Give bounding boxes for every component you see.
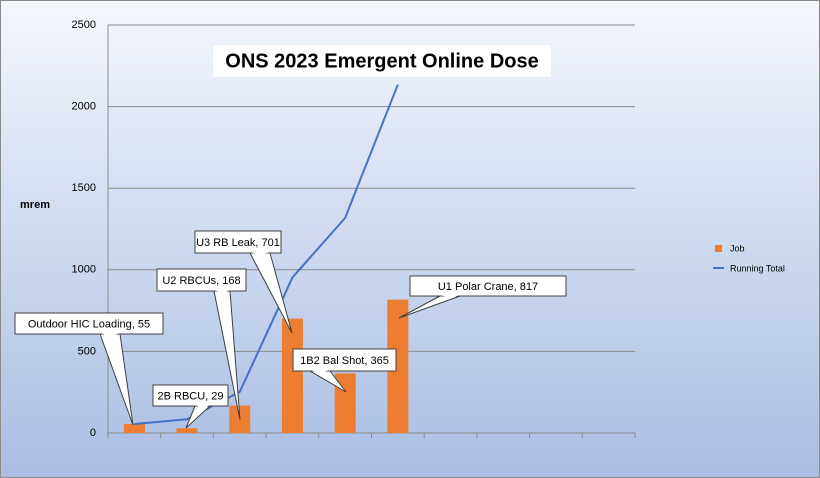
data-labels: Outdoor HIC Loading, 55 2B RBCU, 29 U2 RBC… (14, 230, 567, 429)
callout-box (409, 275, 567, 297)
legend-label: Job (730, 243, 745, 253)
callout-join (214, 290, 230, 293)
legend-label: Running Total (730, 263, 785, 273)
callout-box (14, 312, 164, 335)
callout-join (250, 252, 270, 255)
callout-box (292, 348, 397, 372)
bar (123, 424, 145, 433)
y-axis-label: mrem (20, 199, 50, 211)
title-box (213, 45, 551, 77)
callout-join (100, 333, 120, 336)
data-label: 2B RBCU, 29 (157, 390, 223, 402)
callout-join (310, 370, 330, 373)
callout-box (152, 384, 229, 407)
bar (176, 428, 198, 433)
bar (281, 318, 303, 433)
line (134, 84, 399, 426)
data-label: U3 RB Leak, 701 (196, 237, 280, 249)
marks (123, 84, 409, 433)
callout-join (195, 405, 210, 408)
callout-box (194, 230, 282, 254)
data-label: 1B2 Bal Shot, 365 (300, 355, 389, 367)
y-tick-label: 500 (78, 345, 96, 357)
y-tick-label: 0 (90, 427, 96, 439)
y-tick-label: 2500 (72, 19, 96, 31)
data-label: U1 Polar Crane, 817 (438, 281, 538, 293)
bar (387, 299, 409, 433)
legend-swatch (715, 245, 722, 252)
chart-title: ONS 2023 Emergent Online Dose (225, 50, 538, 72)
callout-box (156, 268, 247, 292)
y-tick-label: 2000 (72, 101, 96, 113)
y-tick-label: 1500 (72, 182, 96, 194)
y-tick-label: 1000 (72, 264, 96, 276)
data-label: U2 RBCUs, 168 (162, 275, 240, 287)
data-label: Outdoor HIC Loading, 55 (28, 318, 150, 330)
callout-join (440, 295, 460, 298)
